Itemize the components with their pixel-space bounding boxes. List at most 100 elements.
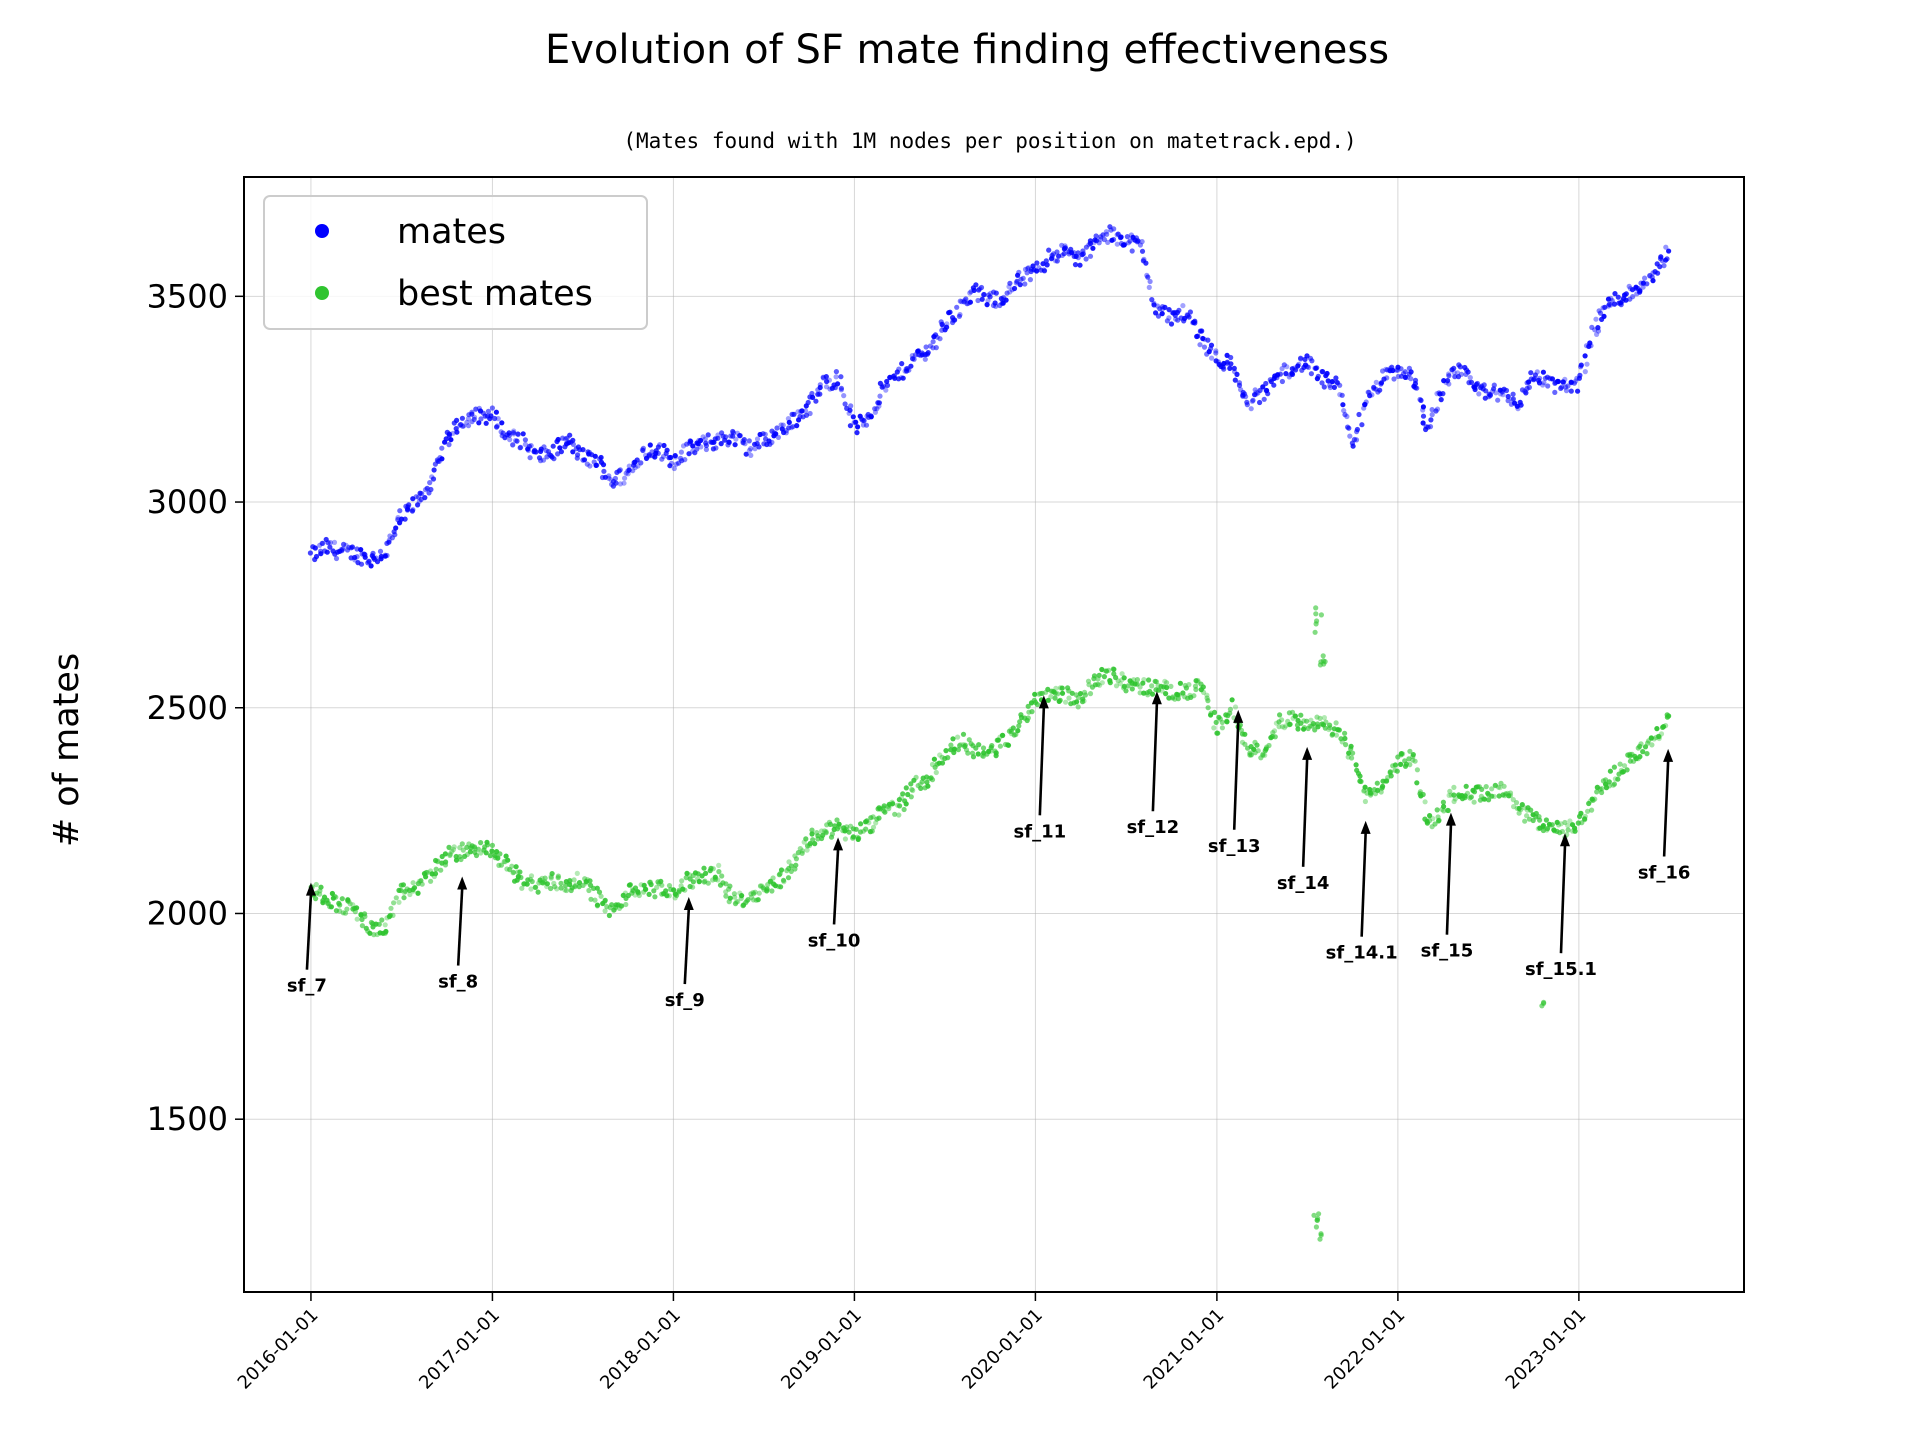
data-point: [846, 829, 852, 835]
data-point: [1055, 691, 1061, 697]
data-point: [1414, 780, 1420, 786]
data-point: [1180, 303, 1186, 309]
annotation-arrow-shaft: [1232, 721, 1240, 830]
data-point: [438, 867, 444, 873]
data-point: [1554, 819, 1560, 826]
data-point: [627, 882, 633, 888]
data-point: [1479, 786, 1485, 793]
data-point: [1215, 730, 1221, 736]
data-point: [1145, 274, 1151, 280]
data-point: [377, 548, 384, 555]
legend: mates best mates: [263, 195, 648, 330]
data-point: [386, 539, 392, 545]
plot-frame: [243, 176, 1745, 1293]
data-point: [1346, 425, 1352, 431]
data-point: [910, 787, 916, 794]
data-point: [333, 894, 339, 900]
data-point: [1271, 382, 1277, 388]
data-point: [952, 317, 958, 323]
data-point: [1481, 382, 1487, 388]
data-point: [1242, 731, 1248, 737]
data-point: [478, 840, 484, 846]
data-point: [1530, 817, 1536, 824]
data-point: [1597, 310, 1604, 316]
data-point: [1321, 715, 1327, 721]
legend-label-mates: mates: [397, 212, 506, 252]
data-point: [555, 436, 561, 443]
data-point: [948, 742, 954, 748]
data-point: [1304, 718, 1310, 724]
data-point: [1392, 762, 1398, 768]
data-point: [1606, 783, 1612, 789]
data-point: [1289, 709, 1296, 715]
annotation-arrow-head: [305, 882, 316, 896]
data-point: [1373, 379, 1379, 385]
data-point-outlier: [1313, 1224, 1319, 1230]
data-point: [786, 859, 792, 865]
data-point: [754, 436, 761, 442]
data-point: [1559, 384, 1565, 390]
data-point: [864, 818, 870, 824]
data-point: [1159, 688, 1165, 694]
data-point: [1308, 371, 1314, 377]
x-tick-label: 2017-01-01: [415, 1305, 504, 1394]
data-point: [989, 743, 995, 749]
data-point: [1549, 822, 1555, 828]
data-point: [397, 508, 403, 514]
data-point: [354, 554, 360, 560]
data-point: [602, 899, 608, 905]
data-point: [570, 437, 576, 443]
data-point: [1279, 366, 1285, 372]
data-point: [567, 877, 573, 884]
data-point: [1505, 393, 1511, 400]
data-point: [560, 435, 566, 441]
legend-label-best-mates: best mates: [397, 274, 593, 314]
data-point: [1447, 788, 1453, 794]
data-point: [1114, 241, 1120, 247]
data-point: [1378, 381, 1384, 387]
data-point: [358, 561, 365, 567]
data-point: [712, 874, 718, 880]
annotation-arrow-head: [1302, 746, 1313, 760]
data-point: [567, 432, 573, 438]
data-point: [882, 809, 888, 815]
data-point: [1333, 375, 1339, 381]
data-point: [487, 853, 493, 859]
data-point: [1166, 307, 1172, 313]
data-point: [819, 828, 825, 834]
data-point: [892, 375, 898, 381]
data-point: [1219, 725, 1225, 731]
legend-box: [263, 195, 648, 330]
data-point: [1201, 344, 1208, 350]
data-point: [713, 445, 719, 451]
data-point: [1465, 369, 1471, 375]
data-point: [739, 893, 745, 899]
data-point: [1281, 725, 1288, 731]
data-point: [1391, 376, 1397, 382]
annotation-arrow-shaft: [1559, 845, 1567, 954]
data-point: [1052, 695, 1058, 701]
data-point: [494, 424, 500, 430]
data-point: [1059, 685, 1065, 691]
data-point: [1054, 258, 1060, 264]
data-point: [390, 912, 396, 919]
data-point: [999, 732, 1006, 738]
data-point: [495, 855, 501, 861]
data-point: [1648, 735, 1654, 741]
data-point: [764, 888, 770, 894]
data-point: [780, 422, 786, 428]
data-point: [1260, 384, 1266, 390]
data-point: [327, 544, 333, 550]
data-point: [886, 806, 892, 812]
data-point: [606, 473, 612, 479]
data-point: [1398, 752, 1404, 758]
data-point: [1540, 369, 1546, 375]
data-point: [723, 881, 729, 887]
annotation-arrow-shaft: [1038, 707, 1046, 816]
data-point: [746, 447, 753, 454]
data-point: [1039, 690, 1045, 697]
data-point: [1540, 823, 1546, 829]
data-point: [742, 441, 748, 447]
data-point: [1582, 813, 1588, 820]
data-point: [1186, 314, 1192, 320]
